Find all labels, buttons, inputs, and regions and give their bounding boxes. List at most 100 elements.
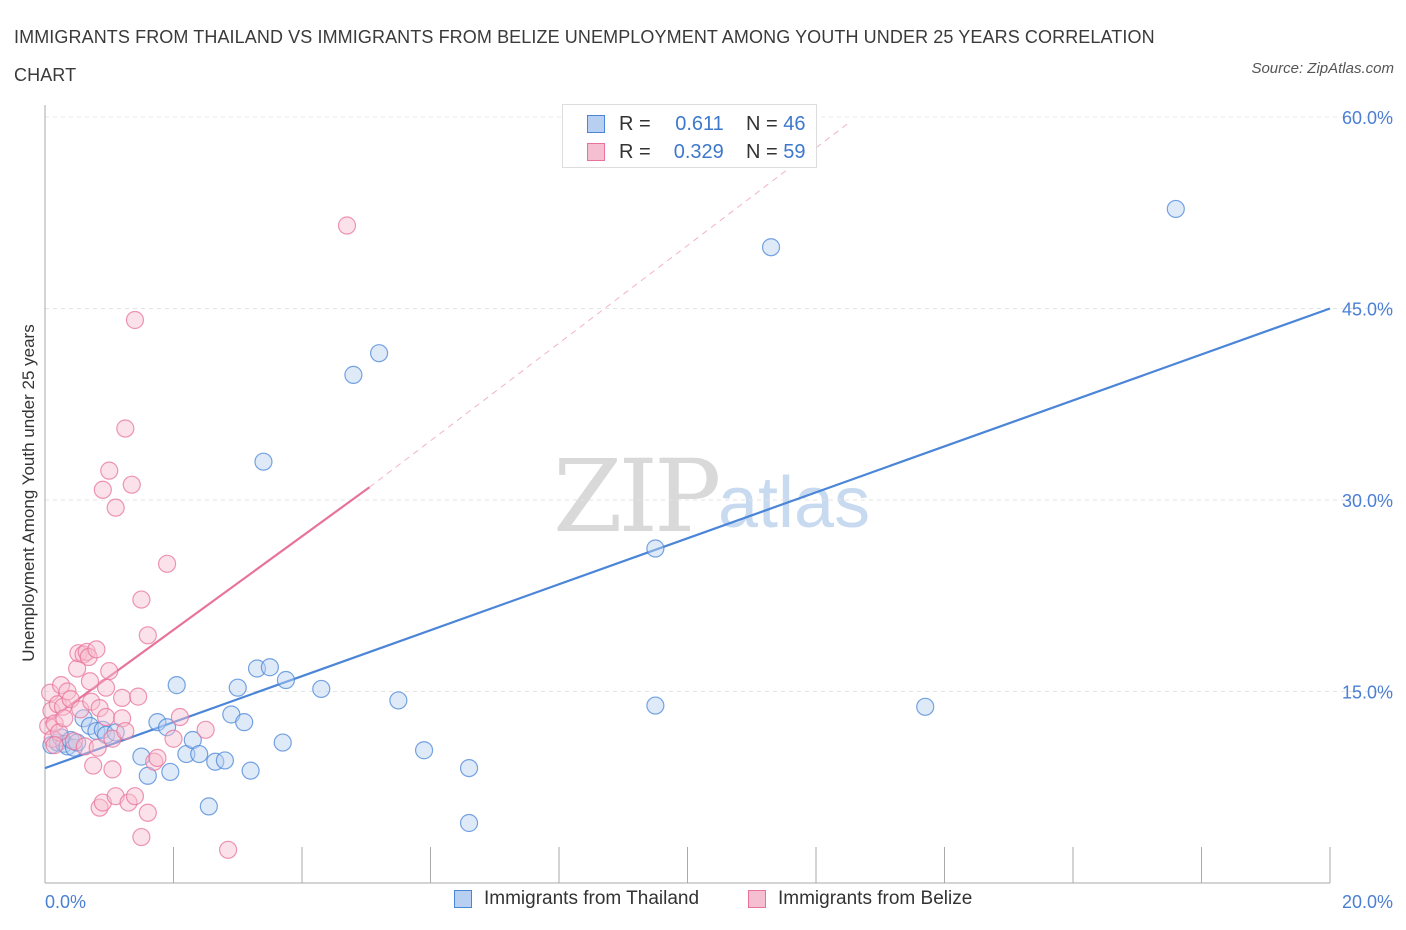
thailand-point-17 (157, 718, 177, 737)
thailand-point-23 (199, 797, 218, 816)
grid-lines (45, 116, 1395, 692)
x-tick-label-0: 0.0% (45, 892, 86, 912)
y-tick-label-3: 60.0% (1342, 108, 1393, 128)
thailand-point-27 (228, 678, 247, 697)
belize-trend-line (44, 486, 371, 725)
belize-n-value: 59 (783, 140, 806, 163)
bottom-legend-belize: Immigrants from Belize (748, 888, 972, 910)
belize-point-55 (196, 720, 215, 739)
belize-point-54 (170, 707, 190, 727)
trend-lines (44, 122, 1331, 770)
thailand-r-label: R = (619, 112, 651, 135)
belize-trend-extension (369, 122, 849, 488)
thailand-n-value: 46 (783, 112, 806, 135)
thailand-r-value: 0.611 (675, 112, 724, 135)
belize-point-47 (132, 827, 151, 847)
thailand-point-42 (646, 539, 665, 558)
thailand-point-46 (1166, 199, 1185, 219)
axes (44, 105, 1331, 884)
thailand-point-24 (206, 752, 225, 771)
thailand-point-25 (215, 751, 234, 770)
belize-point-58 (45, 736, 64, 755)
belize-point-42 (125, 787, 145, 806)
belize-point-20 (80, 672, 100, 691)
belize-point-53 (164, 729, 183, 748)
bottom-legend-thailand: Immigrants from Thailand (454, 888, 699, 910)
belize-point-33 (103, 760, 122, 779)
belize-point-44 (125, 310, 145, 330)
thailand-point-40 (459, 758, 479, 778)
belize-point-48 (138, 803, 157, 822)
belize-point-23 (87, 640, 106, 659)
thailand-point-44 (761, 238, 781, 257)
belize-r-value: 0.329 (673, 140, 724, 163)
belize-point-40 (116, 721, 135, 741)
y-tick-label-1: 30.0% (1342, 491, 1393, 511)
thailand-point-43 (646, 696, 665, 715)
belize-point-26 (90, 798, 109, 817)
belize-point-38 (112, 688, 132, 707)
thailand-point-19 (167, 676, 186, 695)
thailand-point-36 (344, 365, 363, 384)
belize-point-52 (157, 554, 177, 573)
y-tick-label-0: 15.0% (1342, 683, 1393, 703)
thailand-point-32 (260, 658, 279, 677)
thailand-n-label: N = (746, 112, 778, 135)
thailand-point-16 (148, 713, 167, 732)
y-tick-label-2: 45.0% (1342, 300, 1393, 320)
thailand-point-18 (161, 762, 180, 782)
thailand-point-39 (414, 741, 434, 760)
belize-n-label: N = (746, 140, 778, 163)
thailand-point-29 (241, 761, 260, 780)
x-tick-label-1: 20.0% (1342, 892, 1393, 912)
bottom-belize-label: Immigrants from Belize (778, 888, 973, 909)
belize-point-30 (96, 678, 116, 697)
thailand-point-37 (370, 344, 389, 363)
bottom-thailand-label: Immigrants from Thailand (484, 888, 700, 909)
belize-point-45 (129, 687, 148, 706)
tick-labels: 15.0% 30.0% 45.0% 60.0% 0.0% 20.0% (45, 108, 1393, 912)
thailand-point-45 (916, 697, 935, 716)
belize-point-4 (45, 714, 64, 733)
belize-point-24 (88, 738, 107, 757)
data-points (39, 199, 1185, 859)
legend-row-thailand: R = 0.611 N = 46 (587, 111, 806, 137)
belize-point-19 (79, 647, 98, 667)
thailand-point-22 (190, 744, 209, 764)
belize-point-56 (219, 840, 238, 859)
belize-point-57 (337, 216, 357, 235)
belize-point-28 (93, 480, 112, 499)
source-label: Source: ZipAtlas.com (1251, 60, 1394, 77)
thailand-point-28 (235, 713, 254, 732)
belize-point-43 (122, 475, 141, 494)
belize-point-46 (132, 590, 151, 609)
belize-point-9 (55, 709, 74, 728)
thailand-point-31 (254, 452, 273, 471)
belize-point-32 (100, 661, 119, 681)
thailand-point-41 (459, 813, 479, 833)
belize-point-36 (106, 498, 125, 517)
thailand-point-38 (389, 691, 408, 710)
legend-row-belize: R = 0.329 N = 59 (587, 139, 806, 165)
belize-point-31 (100, 461, 119, 480)
bottom-thailand-swatch (454, 890, 472, 908)
belize-r-label: R = (619, 140, 651, 163)
belize-point-39 (116, 419, 135, 438)
belize-point-29 (96, 707, 116, 727)
belize-point-49 (138, 626, 157, 645)
belize-point-12 (64, 732, 84, 751)
belize-point-25 (90, 698, 109, 718)
thailand-trend-line (44, 307, 1331, 770)
stats-legend: R = 0.611 N = 46 R = 0.329 N = 59 (562, 104, 817, 168)
thailand-swatch (587, 115, 605, 133)
chart-title: IMMIGRANTS FROM THAILAND VS IMMIGRANTS F… (14, 27, 1155, 85)
thailand-point-33 (273, 733, 292, 752)
belize-point-22 (84, 756, 103, 775)
y-axis-label: Unemployment Among Youth under 25 years (19, 324, 38, 661)
bottom-belize-swatch (748, 890, 766, 908)
watermark-atlas: atlas (718, 463, 871, 543)
thailand-point-34 (276, 670, 296, 690)
belize-point-51 (148, 748, 167, 767)
belize-swatch (587, 143, 605, 161)
